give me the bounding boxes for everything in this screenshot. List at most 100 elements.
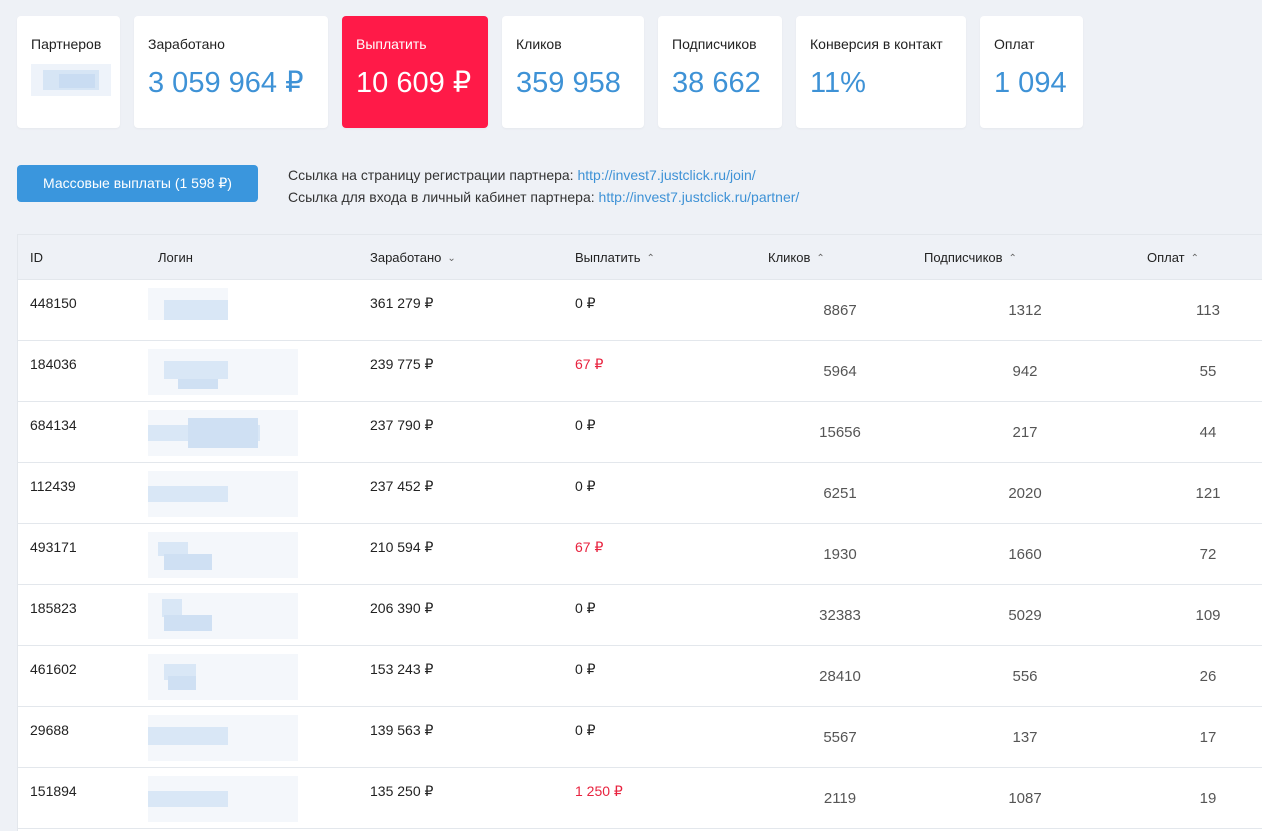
cell-to-pay: 67 ₽ [575,539,604,555]
table-row[interactable]: 461602 153 243 ₽ 0 ₽ 28410 556 26 [18,646,1262,707]
cell-payments: 26 [1199,668,1217,685]
cell-clicks: 28410 [819,668,861,685]
cell-payments: 72 [1199,546,1217,563]
cell-subscribers: 5029 [1008,607,1042,624]
stat-value: 1 094 [994,67,1067,99]
stat-value: 11% [810,67,866,99]
table-body: 448150 361 279 ₽ 0 ₽ 8867 1312 113 184036 239 7… [18,280,1262,829]
cabinet-link[interactable]: http://invest7.justclick.ru/partner/ [598,189,800,205]
cell-to-pay: 0 ₽ [575,417,596,433]
stat-value: 359 958 [516,67,621,99]
cell-payments: 55 [1199,363,1217,380]
column-header-clicks[interactable]: Кликов ⌃ [768,250,825,265]
partner-links: Ссылка на страницу регистрации партнера:… [288,164,799,208]
cell-id: 112439 [30,478,76,494]
cell-to-pay: 0 ₽ [575,722,596,738]
cell-payments: 44 [1199,424,1217,441]
column-header-id[interactable]: ID [30,250,43,265]
cell-login-blurred [148,349,298,395]
cell-clicks: 5964 [823,363,857,380]
stats-cards: Партнеров Заработано 3 059 964 ₽ Выплати… [17,16,1083,128]
stat-value: 3 059 964 ₽ [148,67,304,99]
stat-label: Партнеров [31,36,102,52]
cell-subscribers: 1087 [1008,790,1042,807]
sort-asc-icon[interactable]: ⌃ [816,253,825,264]
stat-label: Конверсия в контакт [810,36,943,52]
table-row[interactable]: 185823 206 390 ₽ 0 ₽ 32383 5029 109 [18,585,1262,646]
table-row[interactable]: 448150 361 279 ₽ 0 ₽ 8867 1312 113 [18,280,1262,341]
sort-asc-icon[interactable]: ⌃ [1008,253,1017,264]
cell-subscribers: 1660 [1008,546,1042,563]
cell-earned: 210 594 ₽ [370,539,434,555]
cell-subscribers: 942 [1012,363,1038,380]
cell-login-blurred [148,654,298,700]
cell-subscribers: 1312 [1008,302,1042,319]
stat-label: Заработано [148,36,225,52]
cell-payments: 113 [1196,302,1220,319]
cell-id: 151894 [30,783,77,799]
registration-link[interactable]: http://invest7.justclick.ru/join/ [577,167,756,183]
column-header-subscribers[interactable]: Подписчиков ⌃ [924,250,1017,265]
table-row[interactable]: 112439 237 452 ₽ 0 ₽ 6251 2020 121 [18,463,1262,524]
cell-earned: 135 250 ₽ [370,783,434,799]
cell-login-blurred [148,593,298,639]
cell-login-blurred [148,288,298,334]
cell-id: 448150 [30,295,77,311]
sort-asc-icon[interactable]: ⌃ [1190,253,1200,264]
stat-value: 10 609 ₽ [356,67,472,99]
cell-to-pay: 1 250 ₽ [575,783,623,799]
table-row[interactable]: 493171 210 594 ₽ 67 ₽ 1930 1660 72 [18,524,1262,585]
cell-clicks: 1930 [823,546,857,563]
cell-clicks: 32383 [819,607,861,624]
cell-login-blurred [148,776,298,822]
cell-id: 184036 [30,356,77,372]
cell-earned: 239 775 ₽ [370,356,434,372]
stat-label: Оплат [994,36,1035,52]
cell-subscribers: 137 [1012,729,1038,746]
sort-asc-icon[interactable]: ⌃ [646,253,655,264]
stat-label: Выплатить [356,36,427,52]
registration-link-label: Ссылка на страницу регистрации партнера: [288,167,574,183]
cell-login-blurred [148,532,298,578]
stat-card-to-pay: Выплатить 10 609 ₽ [342,16,488,128]
cell-payments: 17 [1199,729,1217,746]
cell-earned: 361 279 ₽ [370,295,434,311]
table-header: ID Логин Заработано ⌄ Выплатить ⌃ Кликов ⌃ … [18,235,1262,280]
stat-label: Подписчиков [672,36,757,52]
cell-subscribers: 556 [1012,668,1038,685]
cell-payments: 109 [1195,607,1221,624]
cell-earned: 206 390 ₽ [370,600,434,616]
cell-to-pay: 67 ₽ [575,356,604,372]
column-header-login[interactable]: Логин [158,250,193,265]
table-row[interactable]: 29688 139 563 ₽ 0 ₽ 5567 137 17 [18,707,1262,768]
cell-to-pay: 0 ₽ [575,661,596,677]
table-row[interactable]: 184036 239 775 ₽ 67 ₽ 5964 942 55 [18,341,1262,402]
cell-id: 461602 [30,661,77,677]
blurred-partners-count [31,64,111,96]
cell-clicks: 8867 [823,302,857,319]
cell-login-blurred [148,715,298,761]
cell-login-blurred [148,410,298,456]
table-row[interactable]: 684134 237 790 ₽ 0 ₽ 15656 217 44 [18,402,1262,463]
column-header-payments[interactable]: Оплат ⌃ [1147,250,1200,265]
cell-id: 684134 [30,417,77,433]
column-header-earned[interactable]: Заработано ⌄ [370,250,456,265]
cell-subscribers: 2020 [1008,485,1042,502]
column-header-pay[interactable]: Выплатить ⌃ [575,250,655,265]
cell-payments: 121 [1195,485,1221,502]
stat-card-subscribers: Подписчиков 38 662 [658,16,782,128]
stat-card-earned: Заработано 3 059 964 ₽ [134,16,328,128]
cell-earned: 139 563 ₽ [370,722,434,738]
cell-id: 29688 [30,722,69,738]
mass-payout-button[interactable]: Массовые выплаты (1 598 ₽) [17,165,258,202]
cell-earned: 237 790 ₽ [370,417,434,433]
table-row[interactable]: 151894 135 250 ₽ 1 250 ₽ 2119 1087 19 [18,768,1262,829]
cell-subscribers: 217 [1012,424,1038,441]
stat-card-conversion: Конверсия в контакт 11% [796,16,966,128]
cell-clicks: 6251 [823,485,857,502]
cell-payments: 19 [1199,790,1217,807]
stat-card-payments: Оплат 1 094 [980,16,1083,128]
cell-to-pay: 0 ₽ [575,478,596,494]
sort-desc-icon[interactable]: ⌄ [447,253,456,264]
stat-card-partners: Партнеров [17,16,120,128]
